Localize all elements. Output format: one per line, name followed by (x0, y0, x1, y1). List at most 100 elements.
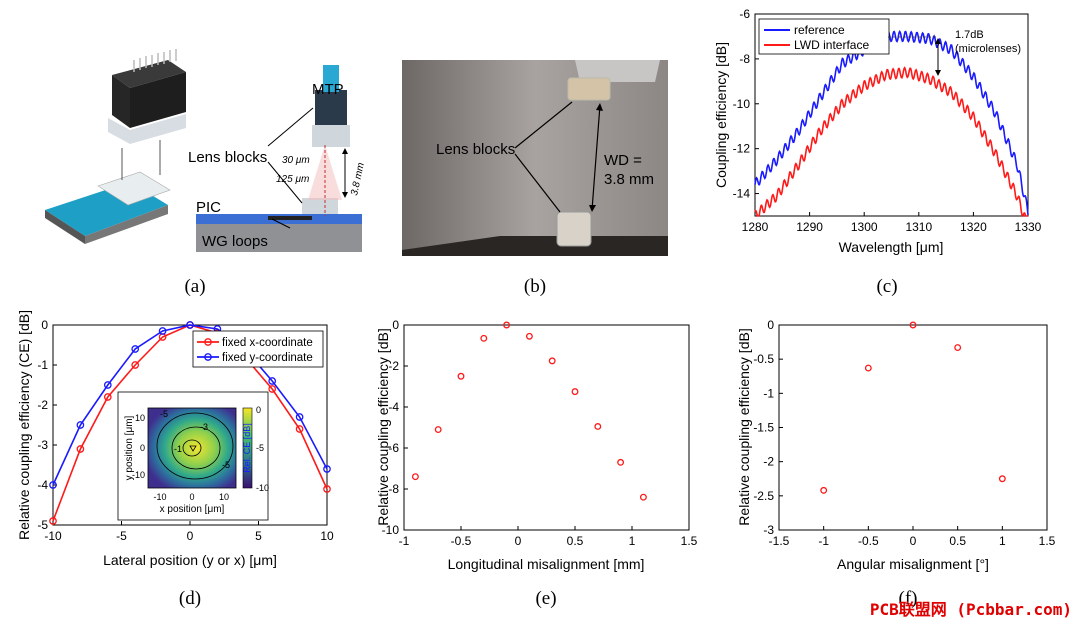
x-tick-label: 1330 (1015, 220, 1042, 234)
x-tick-label: 0 (910, 534, 917, 548)
x-tick-label: 0 (187, 529, 194, 543)
data-point (268, 385, 277, 393)
panel-e-axes (403, 324, 690, 531)
lower-lens-block (302, 198, 338, 218)
inset-contour-outer (156, 412, 234, 480)
data-point (548, 357, 556, 365)
inset-colorbar (242, 407, 253, 489)
y-tick-label: -1.5 (753, 421, 774, 435)
annotation-1-7db: 1.7dB (955, 29, 984, 41)
y-tick-label: -2 (37, 398, 48, 412)
legend-fixed-y-label: fixed y-coordinate (222, 352, 313, 364)
y-tick-label: 0 (767, 318, 774, 332)
x-tick-label: 10 (320, 529, 334, 543)
y-tick-label: -5 (37, 518, 48, 532)
data-point (411, 473, 419, 481)
y-tick-label: -12 (733, 142, 751, 156)
data-point (295, 413, 304, 421)
x-tick-label: 1.5 (681, 534, 698, 548)
photo-pointer-top (514, 101, 573, 149)
label-3-8mm: 3.8 mm (349, 162, 367, 197)
label-lens-blocks-b: Lens blocks (436, 141, 515, 158)
y-tick-label: -2 (763, 455, 774, 469)
photo-upper-lens (567, 77, 611, 101)
caption-d: (d) (178, 588, 202, 609)
pic-chip-side (45, 210, 85, 244)
caption-a: (a) (184, 276, 206, 297)
panel-c-chart: 1280 1290 1300 1310 1320 1330 -6 -8 -10 -12 -14 re… (713, 7, 1042, 255)
panel-c-ticks: 1280 1290 1300 1310 1320 1330 -6 -8 -10 -12 -14 (733, 7, 1042, 234)
y-tick-label: -10 (733, 97, 751, 111)
data-point (131, 345, 140, 353)
photo-lower-lens (556, 211, 592, 247)
y-tick-label: -10 (382, 523, 400, 537)
panel-f-axes (778, 324, 1048, 531)
data-point (295, 425, 304, 433)
data-point (594, 423, 602, 430)
data-point (323, 465, 331, 473)
x-tick-label: -1 (399, 534, 410, 548)
panel-d-chart: -10 -5 0 5 100-1-2-3-4-5 fixed x-coordinate … (16, 310, 334, 568)
inset-xtick-pos: 10 (219, 492, 229, 502)
inset-contour-label-3: -1 (174, 444, 182, 454)
inset-contour-inner (182, 439, 202, 457)
panel-f-chart: -1.5 -1 -0.5 0 0.5 1 1.5 0 -0.5 -1 -1.5 -2 -2.5 -3 An… (736, 318, 1056, 572)
label-30um: 30 μm (282, 155, 310, 166)
panel-d-xlabel: Lateral position (y or x) [μm] (103, 552, 277, 568)
inset-xlabel: x position [μm] (160, 504, 225, 515)
series-line-lwd (754, 66, 1028, 218)
mtp-body (315, 90, 347, 125)
data-point (571, 388, 579, 396)
label-lens-blocks-a: Lens blocks (188, 149, 267, 166)
inset-ytick-zero: 0 (140, 443, 145, 453)
y-tick-label: -14 (733, 187, 751, 201)
series-line-reference (754, 29, 1029, 215)
mtp-ferrule (323, 65, 339, 92)
data-point (103, 393, 112, 401)
x-tick-label: -0.5 (451, 534, 472, 548)
data-point (954, 344, 962, 351)
panel-c-legend (758, 18, 890, 55)
x-tick-label: 1320 (960, 220, 987, 234)
photo-holder (575, 60, 660, 82)
data-point (434, 426, 442, 433)
label-mtp: MTP (312, 81, 344, 98)
y-tick-label: -8 (388, 482, 399, 496)
photo-pointer-bottom (514, 153, 561, 213)
data-point (131, 361, 140, 369)
data-point (268, 377, 277, 385)
pic-lens-block (97, 171, 171, 206)
panel-b-photo: Lens blocks WD = 3.8 mm (402, 60, 668, 256)
data-point (186, 321, 194, 329)
legend-reference-label: reference (794, 23, 845, 37)
inset-contour-label-4: -5 (222, 460, 230, 470)
data-point (480, 334, 488, 342)
y-tick-label: -6 (739, 7, 750, 21)
x-tick-label: 5 (255, 529, 262, 543)
label-125um: 125 μm (276, 174, 309, 185)
x-tick-label: 0 (515, 534, 522, 548)
panel-f-series (820, 321, 1006, 494)
label-wd: WD = (604, 152, 642, 169)
y-tick-label: 0 (392, 318, 399, 332)
x-tick-label: 1290 (796, 220, 823, 234)
data-point (76, 421, 85, 429)
panel-e-chart: -1 -0.5 0 0.5 1 1.5 0 -2 -4 -6 -8 -10 Longitudinal … (375, 318, 698, 572)
pointer-pic-lens (267, 161, 303, 204)
x-tick-label: 1.5 (1039, 534, 1056, 548)
label-pic: PIC (196, 199, 221, 216)
panel-e-series (411, 321, 647, 501)
panel-e-ylabel: Relative coupling efficiency [dB] (375, 328, 391, 525)
panel-e-ticks: -1 -0.5 0 0.5 1 1.5 0 -2 -4 -6 -8 -10 (382, 318, 698, 548)
x-tick-label: 1 (999, 534, 1006, 548)
x-tick-label: 0.5 (949, 534, 966, 548)
upper-lens-block (312, 125, 350, 147)
photo-wd-line (591, 104, 601, 211)
caption-b: (b) (523, 276, 547, 297)
waveguide-loop (268, 216, 312, 220)
data-point (525, 332, 533, 340)
legend-fixed-x-label: fixed x-coordinate (222, 337, 313, 349)
photo-background (402, 60, 668, 256)
label-wg-loops: WG loops (202, 233, 268, 250)
x-tick-label: 1280 (742, 220, 769, 234)
